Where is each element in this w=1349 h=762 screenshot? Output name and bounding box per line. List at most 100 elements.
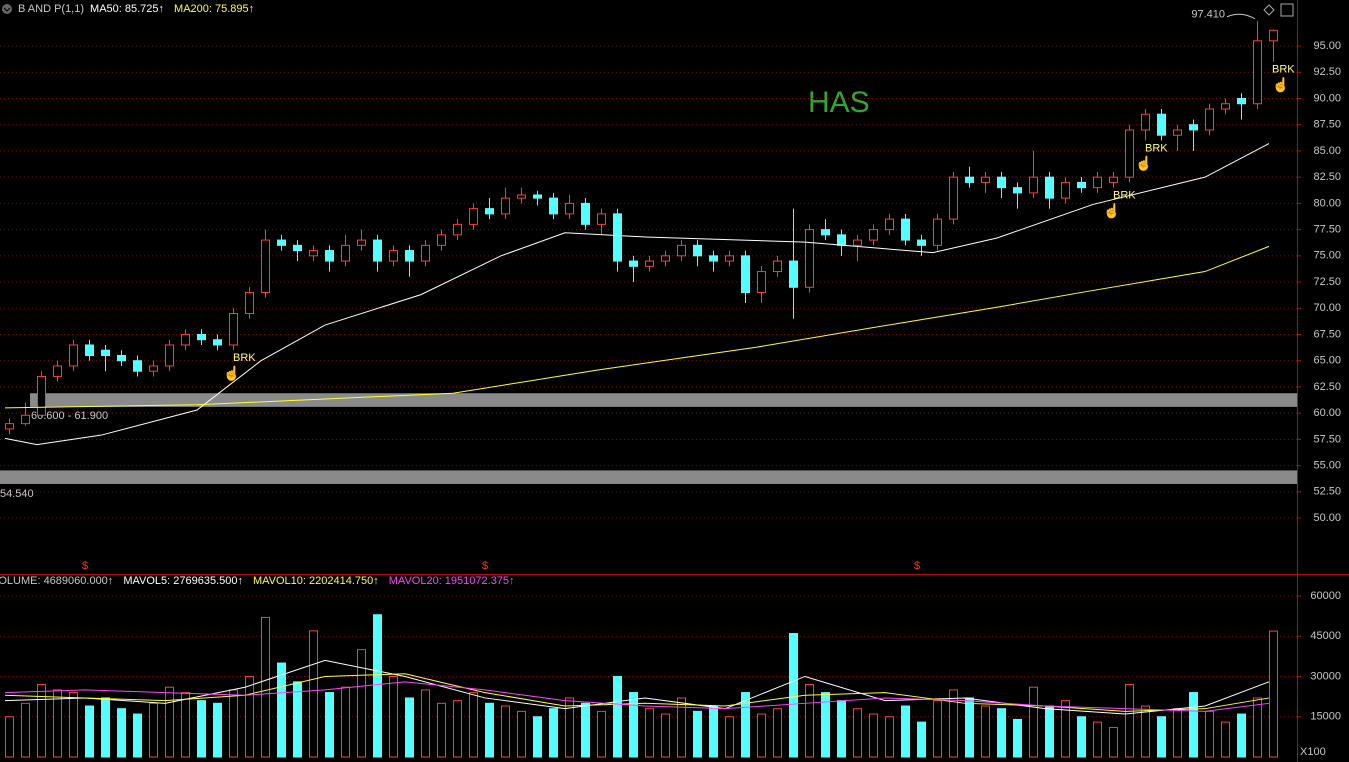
volume-bar (341, 686, 350, 758)
candle-body (565, 202, 574, 215)
legend-entry: MA50: 85.725↑ (90, 3, 164, 15)
candle-body (581, 202, 590, 225)
volume-bar (1269, 630, 1278, 758)
candle-body (229, 313, 238, 346)
volume-bar (869, 713, 878, 758)
legend-entry: MAVOL5: 2769635.500↑ (123, 575, 243, 587)
volume-bar (357, 649, 366, 758)
candle-body (21, 414, 30, 425)
y-tick-label: 90.00 (1313, 92, 1341, 104)
volume-bar (933, 700, 942, 758)
window-icon[interactable] (1280, 3, 1294, 17)
band-label: 60.600 - 61.900 (31, 410, 108, 422)
candle-body (213, 339, 222, 346)
volume-bar (85, 705, 94, 758)
candle-body (101, 349, 110, 356)
candle-body (1029, 176, 1038, 194)
volume-bar (469, 692, 478, 758)
volume-bar (949, 689, 958, 758)
y-tick-label: 60000 (1310, 590, 1341, 602)
candle-body (421, 244, 430, 262)
candle-body (1253, 40, 1262, 105)
volume-bar (1157, 716, 1166, 758)
collapse-icon[interactable] (2, 4, 12, 14)
volume-bar (197, 700, 206, 758)
candle-body (597, 213, 606, 225)
candle-body (805, 229, 814, 288)
candle-body (1269, 29, 1278, 42)
volume-bar (1061, 700, 1070, 758)
volume-bar (597, 710, 606, 758)
candle-body (1205, 108, 1214, 131)
candle-body (469, 208, 478, 225)
volume-bar (405, 697, 414, 758)
volume-bar (581, 702, 590, 758)
candle-body (405, 250, 414, 262)
candle-body (1045, 176, 1054, 199)
volume-bar (293, 681, 302, 758)
candle-body (757, 271, 766, 294)
candle-body (901, 218, 910, 241)
candle-body (933, 218, 942, 246)
volume-bar (213, 702, 222, 758)
volume-bar (677, 697, 686, 758)
y-tick-label: 85.00 (1313, 145, 1341, 157)
candle-body (5, 423, 14, 430)
signal-hand: ☝ (223, 364, 240, 382)
volume-bar (981, 705, 990, 758)
volume-bar (1205, 710, 1214, 758)
volume-bar (1029, 686, 1038, 758)
y-tick-label: 77.50 (1313, 224, 1341, 236)
candle-body (1013, 187, 1022, 194)
y-tick-label: 30000 (1310, 670, 1341, 682)
volume-bar (229, 689, 238, 758)
y-tick-label: 57.50 (1313, 433, 1341, 445)
candle-body (677, 244, 686, 257)
volume-bar (245, 675, 254, 758)
y-tick-label: 52.50 (1313, 486, 1341, 498)
volume-bar (1013, 718, 1022, 758)
volume-bar (645, 708, 654, 758)
volume-bar (181, 692, 190, 758)
volume-bar (309, 630, 318, 758)
volume-bar (517, 710, 526, 758)
y-tick-label: 70.00 (1313, 302, 1341, 314)
candle-body (1221, 103, 1230, 110)
candle-body (133, 360, 142, 372)
price-band (0, 470, 1297, 484)
candle-body (997, 176, 1006, 189)
candle-body (485, 208, 494, 215)
candle-body (245, 292, 254, 315)
volume-bar (549, 708, 558, 758)
volume-bar (69, 692, 78, 758)
candle-body (37, 375, 46, 416)
volume-bar (917, 721, 926, 758)
candle-body (1077, 181, 1086, 189)
candle-body (261, 239, 270, 294)
volume-bar (1045, 705, 1054, 758)
volume-bar (1141, 705, 1150, 758)
high-arrow (1226, 13, 1256, 20)
high-label: 97.410 (1191, 9, 1225, 21)
candle-body (117, 354, 126, 362)
candle-body (1237, 97, 1246, 105)
volume-bar (261, 616, 270, 758)
volume-bar (629, 692, 638, 758)
settings-icon[interactable] (1263, 4, 1275, 16)
volume-bar (885, 716, 894, 758)
candle-body (149, 365, 158, 372)
y-tick-label: 80.00 (1313, 197, 1341, 209)
volume-bar (1125, 684, 1134, 758)
line-series (4, 143, 1270, 446)
band-label: 54.540 (0, 488, 34, 500)
volume-bar (709, 705, 718, 758)
candle-body (709, 255, 718, 262)
volume-bar (101, 697, 110, 758)
dividend-marker: $ (914, 560, 920, 572)
candle-body (197, 333, 206, 341)
volume-bar (389, 675, 398, 758)
signal-hand: ☝ (1103, 201, 1120, 219)
volume-bar (421, 689, 430, 758)
